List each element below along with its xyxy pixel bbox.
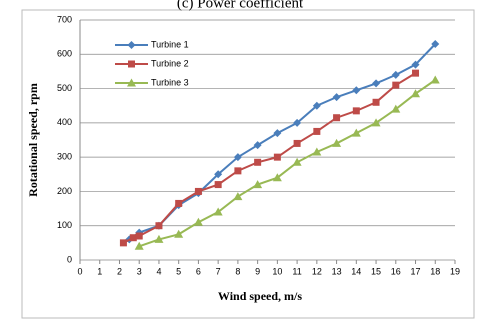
marker — [391, 70, 400, 79]
marker — [273, 129, 282, 138]
marker — [391, 104, 401, 113]
marker — [312, 101, 321, 110]
x-tick-label: 4 — [156, 266, 161, 276]
marker — [313, 127, 321, 135]
marker — [234, 167, 242, 175]
series-line — [122, 72, 417, 244]
marker — [412, 69, 420, 77]
marker — [272, 173, 282, 182]
y-tick-label: 200 — [57, 186, 72, 196]
series-line — [128, 43, 436, 241]
x-tick-label: 15 — [371, 266, 381, 276]
marker — [312, 147, 322, 156]
legend-label: Turbine 2 — [151, 58, 189, 68]
marker — [293, 139, 301, 147]
marker — [214, 181, 222, 189]
marker — [332, 138, 342, 147]
marker — [273, 153, 281, 161]
marker — [119, 239, 127, 247]
marker — [134, 241, 144, 250]
marker — [233, 153, 242, 162]
chart-border — [21, 9, 475, 319]
marker — [371, 118, 381, 127]
marker — [214, 170, 223, 179]
marker — [372, 79, 381, 88]
marker — [392, 81, 400, 89]
marker — [233, 192, 243, 201]
marker — [293, 118, 302, 127]
marker — [254, 158, 262, 166]
x-tick-label: 12 — [312, 266, 322, 276]
y-axis-label: Rotational speed, rpm — [26, 83, 40, 197]
marker — [352, 107, 360, 115]
marker — [154, 234, 164, 243]
x-tick-label: 7 — [216, 266, 221, 276]
x-tick-label: 13 — [332, 266, 342, 276]
x-tick-label: 16 — [391, 266, 401, 276]
y-tick-label: 300 — [57, 152, 72, 162]
marker — [253, 180, 263, 189]
legend-label: Turbine 1 — [151, 39, 189, 49]
marker — [155, 222, 163, 230]
x-tick-label: 3 — [137, 266, 142, 276]
marker — [253, 141, 262, 150]
x-tick-label: 11 — [292, 266, 301, 276]
marker — [430, 75, 440, 84]
x-axis-label: Wind speed, m/s — [218, 289, 302, 303]
y-tick-label: 700 — [57, 14, 72, 24]
legend-marker — [127, 78, 136, 87]
x-tick-label: 14 — [351, 266, 361, 276]
marker — [175, 199, 183, 207]
x-tick-label: 6 — [196, 266, 201, 276]
marker — [129, 234, 137, 242]
x-tick-label: 1 — [97, 266, 102, 276]
marker — [411, 60, 420, 69]
legend-marker — [128, 60, 135, 68]
x-tick-label: 19 — [450, 266, 460, 276]
marker — [292, 157, 302, 166]
marker — [135, 232, 143, 240]
x-tick-label: 9 — [255, 266, 260, 276]
marker — [174, 229, 184, 238]
marker — [333, 114, 341, 122]
x-tick-label: 10 — [272, 266, 282, 276]
x-tick-label: 8 — [235, 266, 240, 276]
y-tick-label: 100 — [57, 220, 72, 230]
x-tick-label: 18 — [430, 266, 440, 276]
series-line — [138, 79, 436, 248]
y-tick-label: 600 — [57, 49, 72, 59]
chart-title: (c) Power coefficient — [177, 0, 304, 11]
marker — [332, 93, 341, 102]
legend-label: Turbine 3 — [151, 77, 189, 87]
x-tick-label: 0 — [77, 266, 82, 276]
y-tick-label: 500 — [57, 83, 72, 93]
marker — [194, 187, 202, 195]
x-tick-label: 2 — [117, 266, 122, 276]
marker — [352, 86, 361, 95]
x-tick-label: 17 — [411, 266, 421, 276]
marker — [351, 128, 361, 137]
y-tick-label: 0 — [67, 254, 72, 264]
marker — [193, 217, 203, 226]
legend-marker — [127, 41, 136, 49]
marker — [411, 89, 421, 98]
x-tick-label: 5 — [176, 266, 181, 276]
marker — [213, 207, 223, 216]
y-tick-label: 400 — [57, 117, 72, 127]
marker — [372, 98, 380, 106]
marker — [431, 40, 440, 48]
